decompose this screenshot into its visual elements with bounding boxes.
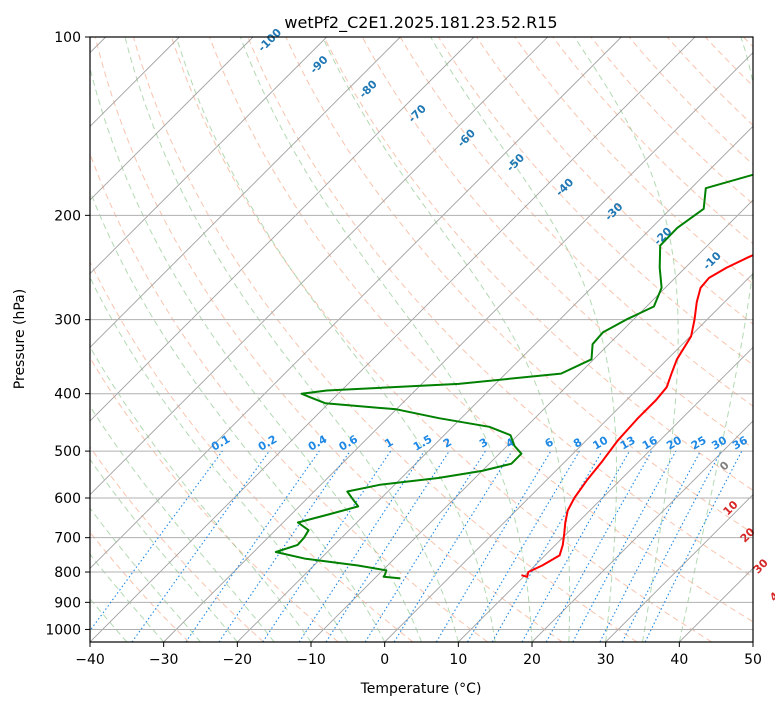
x-tick-label: 40 xyxy=(670,652,688,668)
moist-adiabat-line xyxy=(90,507,201,642)
isotherm-line xyxy=(310,199,753,642)
moist-adiabat-line xyxy=(90,597,128,642)
isotherm-line xyxy=(90,37,622,569)
dry-adiabat-line xyxy=(323,37,753,491)
isotherm-line xyxy=(90,37,548,496)
isotherm-line xyxy=(90,37,475,422)
temperature-profile-line xyxy=(521,254,753,578)
x-tick-label: −20 xyxy=(223,652,253,668)
mixing-ratio-line xyxy=(131,450,270,642)
x-tick-label: 30 xyxy=(597,652,615,668)
x-tick-label: −10 xyxy=(296,652,326,668)
x-axis-title: Temperature (°C) xyxy=(360,681,482,697)
moist-adiabat-line xyxy=(90,405,275,642)
isotherm-line xyxy=(90,37,327,275)
mixing-ratio-line xyxy=(218,450,351,642)
moist-adiabat-line xyxy=(322,37,571,642)
mixing-ratio-line xyxy=(521,450,630,642)
y-tick-label: 800 xyxy=(54,565,81,581)
dry-adiabat-line xyxy=(132,37,638,642)
isotherm-line xyxy=(90,37,696,642)
plot-frame xyxy=(89,36,754,643)
dry-adiabat-line xyxy=(171,37,712,642)
y-tick-label: 700 xyxy=(54,531,81,547)
moist-adiabat-line xyxy=(574,37,679,642)
mixing-ratio-line xyxy=(325,450,450,642)
isotherm-line xyxy=(531,420,753,642)
dry-adiabat-line xyxy=(209,37,753,623)
mixing-ratio-line xyxy=(185,450,320,642)
moist-adiabat-line xyxy=(90,553,165,642)
x-tick-label: −30 xyxy=(149,652,179,668)
mixing-ratio-line xyxy=(90,450,223,632)
moist-adiabat-line xyxy=(124,37,459,642)
moist-adiabat-label: 30 xyxy=(751,556,771,576)
mixing-ratio-line xyxy=(644,450,743,642)
y-tick-label: 1000 xyxy=(45,622,81,638)
isotherm-line xyxy=(384,273,753,642)
profile-lines xyxy=(274,173,753,580)
isotherm-line xyxy=(237,125,753,642)
x-tick-label: 0 xyxy=(380,652,389,668)
moist-adiabat-line xyxy=(90,189,386,642)
moist-adiabat-line xyxy=(239,37,533,642)
isotherm-line xyxy=(752,641,753,642)
moist-adiabat-line xyxy=(90,65,422,642)
dry-adiabat-line xyxy=(90,446,264,642)
dry-adiabat-line xyxy=(90,356,339,642)
x-tick-label: 20 xyxy=(523,652,541,668)
y-tick-label: 100 xyxy=(54,30,81,46)
isotherm-line xyxy=(605,494,753,642)
x-axis-ticks: −40 −30 −20 −10 0 10 20 30 40 50 xyxy=(75,642,762,668)
dry-adiabat-line xyxy=(94,37,563,642)
isotherm-line xyxy=(90,37,401,348)
chart-title: wetPf2_C2E1.2025.181.23.52.R15 xyxy=(284,13,557,33)
y-tick-label: 200 xyxy=(54,208,81,224)
dry-adiabat-line xyxy=(514,37,753,285)
x-tick-label: −40 xyxy=(75,652,105,668)
moist-adiabat-line xyxy=(90,276,349,642)
dry-adiabat-line xyxy=(90,260,414,642)
y-tick-label: 500 xyxy=(54,444,81,460)
y-tick-label: 900 xyxy=(54,595,81,611)
y-axis-ticks: 100 200 300 400 500 600 700 800 900 1000 xyxy=(45,30,90,638)
plot-background xyxy=(90,37,753,642)
dry-adiabat-line xyxy=(285,37,753,535)
mixing-ratio-line xyxy=(545,450,653,642)
moist-adiabat-line xyxy=(430,37,617,642)
moist-adiabat-label: 40 xyxy=(767,584,775,604)
dry-adiabat-line xyxy=(476,37,753,325)
moist-adiabat-line xyxy=(678,37,753,642)
y-tick-label: 300 xyxy=(54,313,81,329)
background-lines xyxy=(90,37,753,642)
y-axis-title: Pressure (hPa) xyxy=(12,289,28,389)
isotherm-line xyxy=(90,37,254,201)
dewpoint-profile-line xyxy=(274,173,753,580)
y-tick-label: 600 xyxy=(54,491,81,507)
isotherm-line xyxy=(163,52,753,642)
moist-adiabat-line xyxy=(175,37,496,642)
y-tick-label: 400 xyxy=(54,387,81,403)
dry-adiabat-line xyxy=(247,37,753,578)
x-tick-label: 10 xyxy=(449,652,467,668)
moist-adiabat-line xyxy=(90,458,238,642)
x-tick-label: 50 xyxy=(744,652,762,668)
mixing-ratio-line xyxy=(572,450,677,642)
mixing-ratio-line xyxy=(262,450,392,642)
isotherm-line xyxy=(458,346,753,642)
mixing-ratio-line xyxy=(393,450,513,642)
